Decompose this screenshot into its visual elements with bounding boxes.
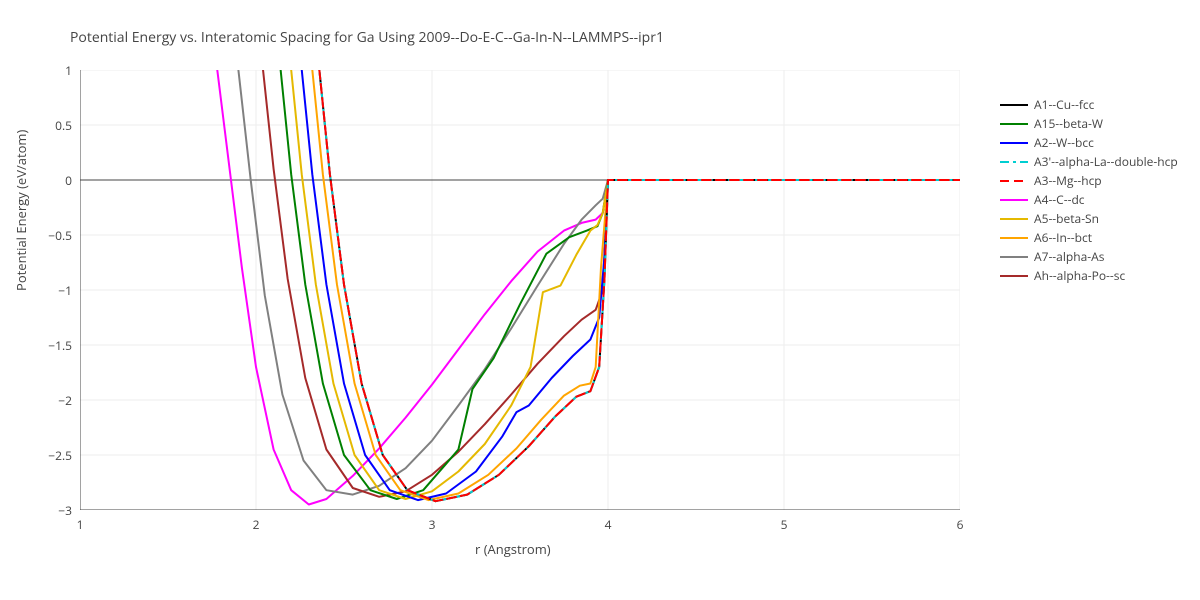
legend-label: A1--Cu--fcc [1034, 96, 1094, 113]
chart-title: Potential Energy vs. Interatomic Spacing… [70, 28, 664, 47]
series-line[interactable] [319, 70, 960, 501]
x-axis-label: r (Angstrom) [475, 540, 551, 558]
legend-item[interactable]: A4--C--dc [1000, 190, 1178, 209]
x-tick-label: 4 [588, 516, 628, 533]
legend-label: Ah--alpha-Po--sc [1034, 267, 1125, 284]
legend-label: A7--alpha-As [1034, 248, 1104, 265]
legend-item[interactable]: Ah--alpha-Po--sc [1000, 266, 1178, 285]
legend-label: A15--beta-W [1034, 115, 1103, 132]
y-tick-label: 0 [32, 172, 72, 189]
x-tick-label: 3 [412, 516, 452, 533]
legend-swatch [1000, 156, 1028, 168]
legend-swatch [1000, 194, 1028, 206]
y-tick-label: −1.5 [32, 337, 72, 354]
y-tick-label: 1 [32, 62, 72, 79]
y-tick-label: 0.5 [32, 117, 72, 134]
legend-label: A3--Mg--hcp [1034, 172, 1102, 189]
series-line[interactable] [281, 70, 960, 499]
series-line[interactable] [263, 70, 960, 497]
x-tick-label: 5 [764, 516, 804, 533]
chart-container: Potential Energy vs. Interatomic Spacing… [0, 0, 1200, 600]
series-line[interactable] [312, 70, 960, 500]
legend-label: A2--W--bcc [1034, 134, 1094, 151]
legend-swatch [1000, 99, 1028, 111]
legend-label: A3'--alpha-La--double-hcp [1034, 153, 1178, 170]
legend-item[interactable]: A15--beta-W [1000, 114, 1178, 133]
series-line[interactable] [302, 70, 960, 500]
y-tick-label: −2.5 [32, 447, 72, 464]
x-tick-label: 1 [60, 516, 100, 533]
legend-swatch [1000, 213, 1028, 225]
legend-swatch [1000, 137, 1028, 149]
legend-item[interactable]: A5--beta-Sn [1000, 209, 1178, 228]
plot-area[interactable] [80, 70, 960, 510]
legend-item[interactable]: A7--alpha-As [1000, 247, 1178, 266]
legend-label: A5--beta-Sn [1034, 210, 1099, 227]
y-tick-label: −0.5 [32, 227, 72, 244]
y-tick-label: −1 [32, 282, 72, 299]
y-tick-label: −2 [32, 392, 72, 409]
x-tick-label: 6 [940, 516, 980, 533]
legend[interactable]: A1--Cu--fcc A15--beta-W A2--W--bcc A3'--alp… [1000, 95, 1178, 285]
legend-swatch [1000, 251, 1028, 263]
legend-swatch [1000, 270, 1028, 282]
series-line[interactable] [217, 70, 960, 505]
x-tick-label: 2 [236, 516, 276, 533]
y-axis-label: Potential Energy (eV/atom) [12, 130, 30, 291]
legend-item[interactable]: A6--In--bct [1000, 228, 1178, 247]
legend-swatch [1000, 232, 1028, 244]
legend-item[interactable]: A1--Cu--fcc [1000, 95, 1178, 114]
legend-swatch [1000, 175, 1028, 187]
series-line[interactable] [319, 70, 960, 501]
legend-label: A6--In--bct [1034, 229, 1092, 246]
legend-swatch [1000, 118, 1028, 130]
legend-item[interactable]: A3'--alpha-La--double-hcp [1000, 152, 1178, 171]
series-line[interactable] [319, 70, 960, 501]
legend-label: A4--C--dc [1034, 191, 1085, 208]
legend-item[interactable]: A2--W--bcc [1000, 133, 1178, 152]
legend-item[interactable]: A3--Mg--hcp [1000, 171, 1178, 190]
